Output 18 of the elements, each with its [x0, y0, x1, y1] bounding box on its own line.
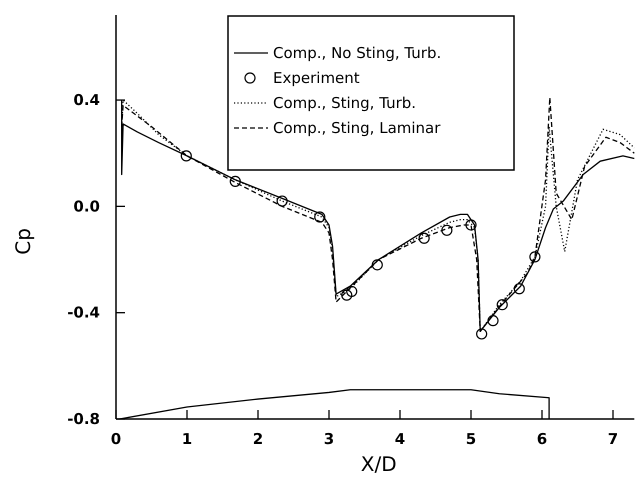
legend-label: Comp., No Sting, Turb. — [273, 44, 442, 62]
x-tick-label: 7 — [608, 430, 618, 448]
x-tick-label: 3 — [324, 430, 334, 448]
y-tick-label: 0.0 — [73, 197, 100, 216]
y-tick-label: 0.4 — [73, 91, 100, 110]
x-axis-title: X/D — [360, 452, 397, 476]
x-tick-label: 2 — [252, 430, 264, 448]
legend-label: Comp., Sting, Turb. — [273, 94, 416, 112]
legend-label: Experiment — [273, 69, 360, 87]
legend-label: Comp., Sting, Laminar — [273, 119, 442, 137]
x-tick-label: 5 — [466, 430, 476, 448]
y-tick-label: -0.8 — [67, 410, 100, 428]
x-tick-label: 1 — [182, 430, 192, 448]
y-axis-title: Cp — [11, 228, 35, 255]
x-tick-label: 0 — [110, 430, 122, 448]
x-tick-label: 4 — [394, 430, 406, 448]
x-tick-label: 6 — [536, 430, 548, 448]
y-tick-label: -0.4 — [67, 304, 100, 322]
